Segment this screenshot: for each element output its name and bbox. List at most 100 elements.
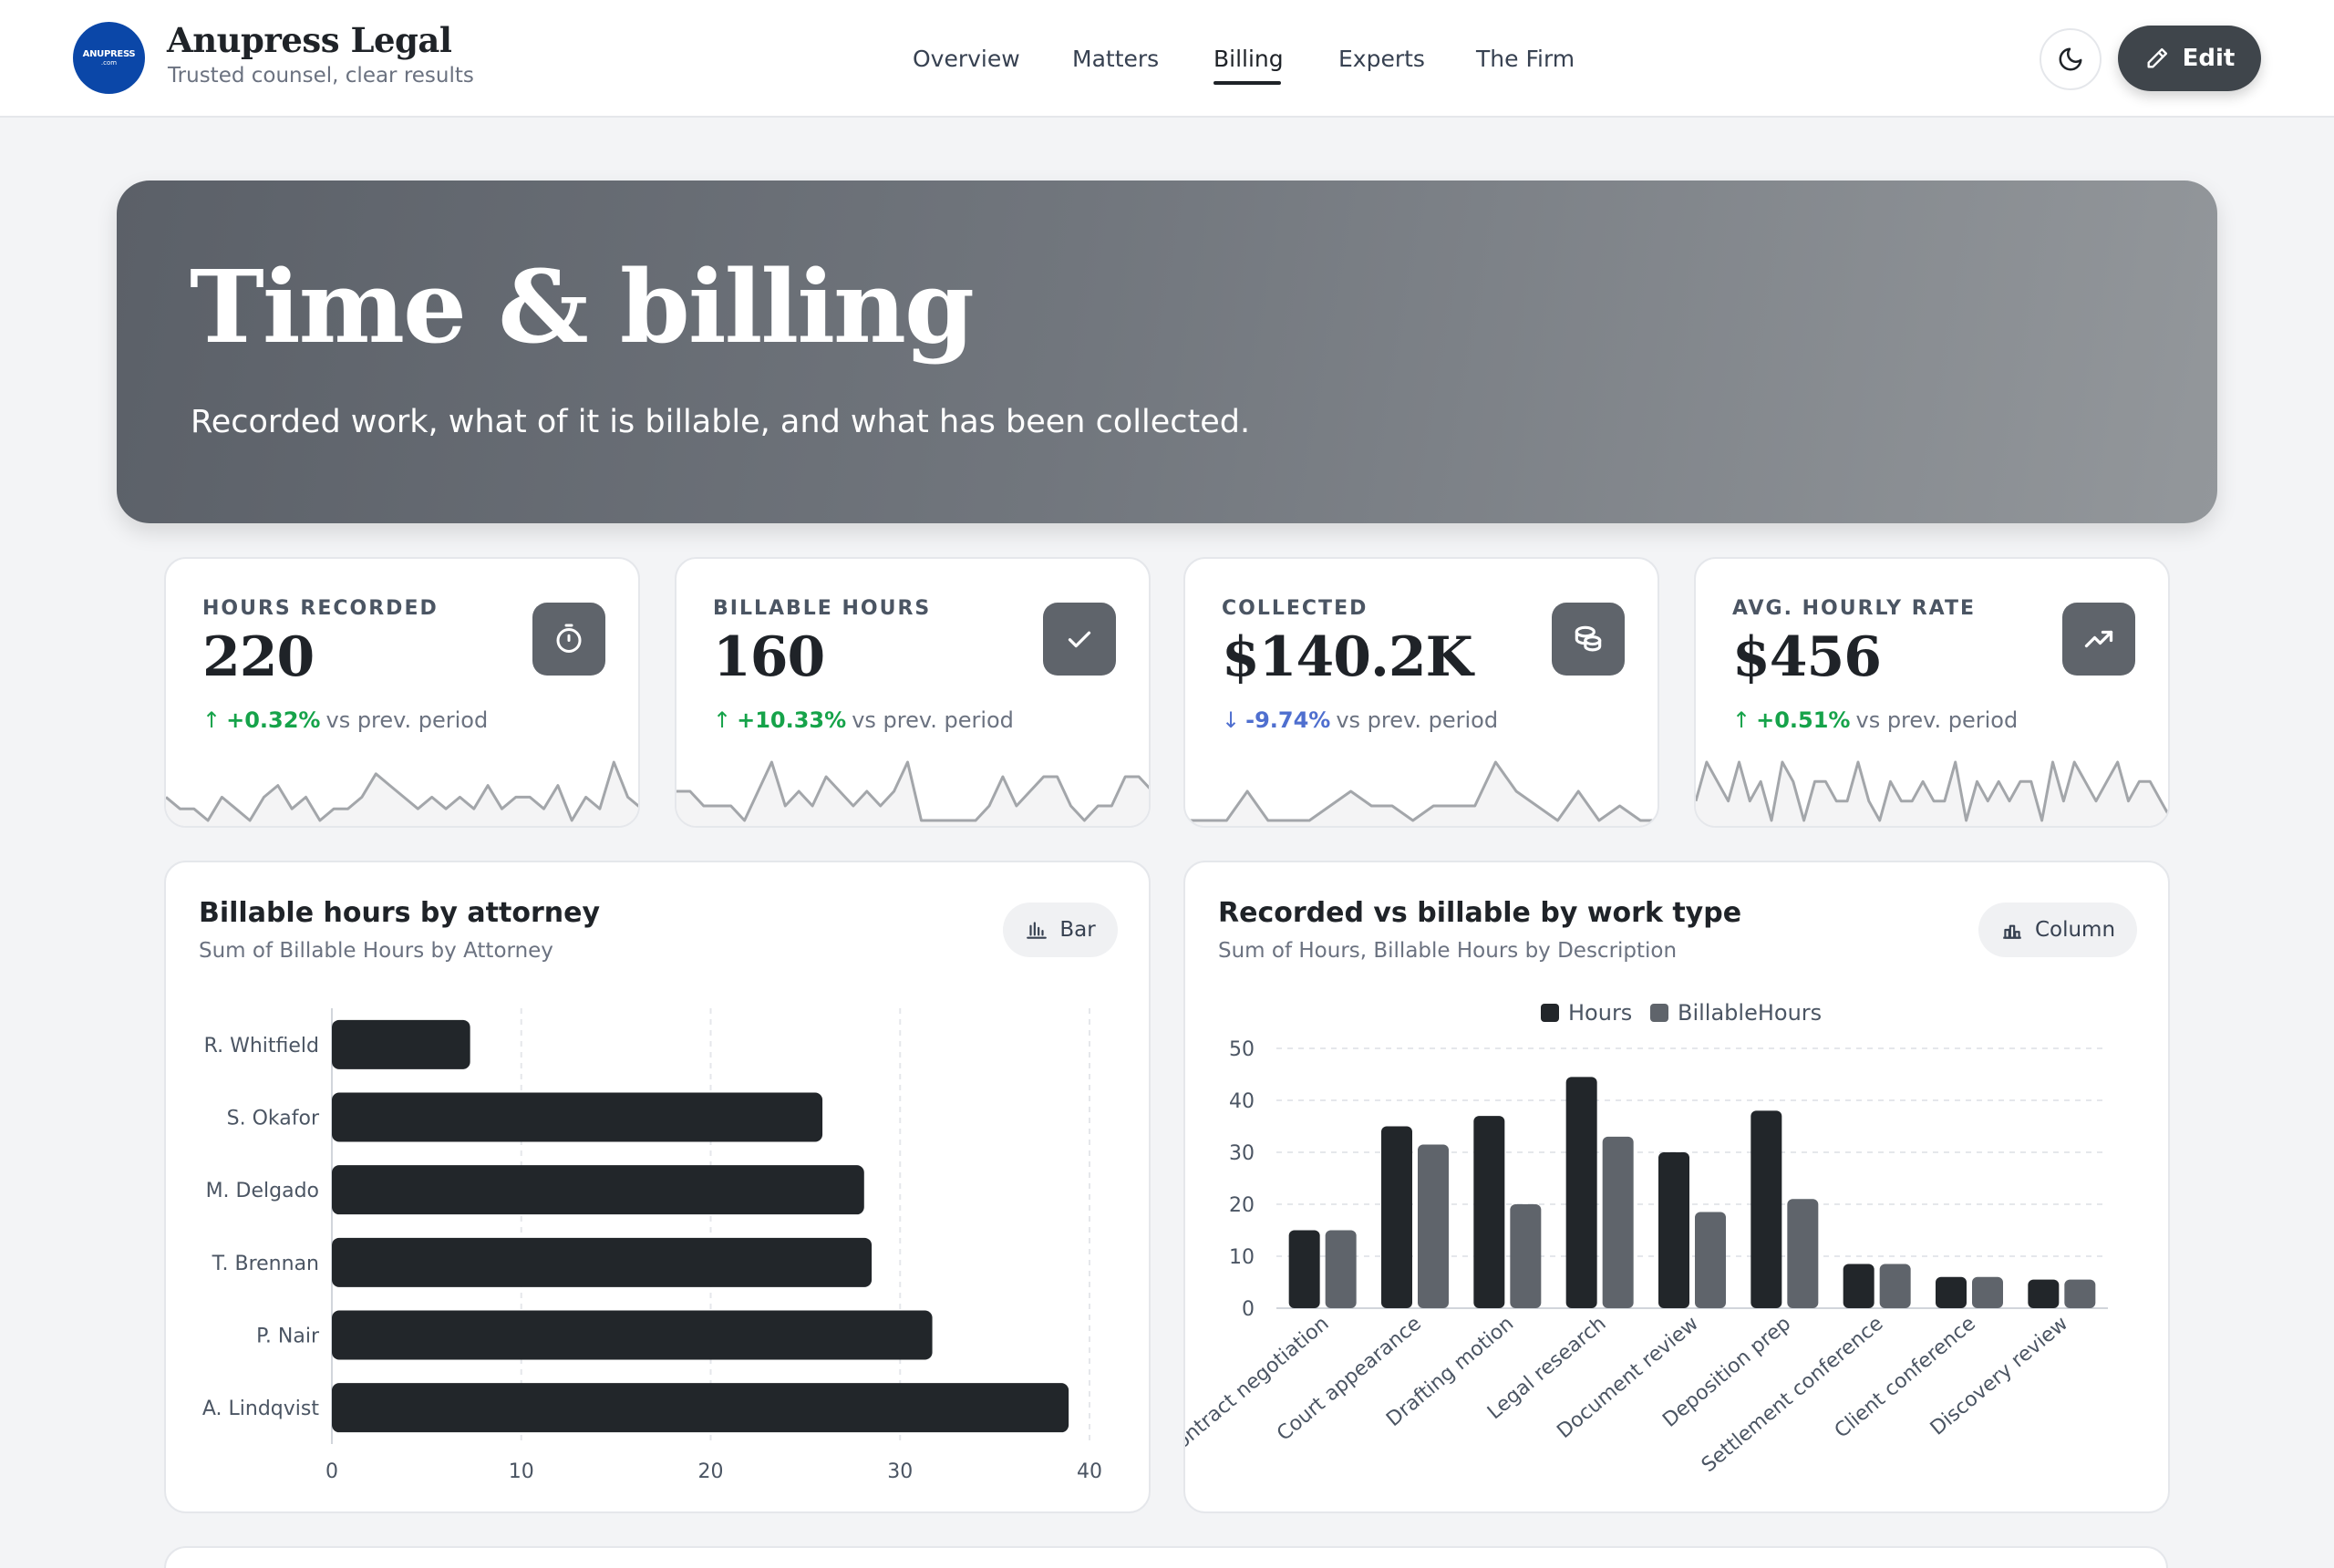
kpi-delta: ↓ -9.74% vs prev. period <box>1222 707 1498 733</box>
moon-icon <box>2059 47 2082 71</box>
theme-toggle-button[interactable] <box>2040 28 2102 90</box>
y-tick-label: P. Nair <box>256 1326 320 1348</box>
kpi-delta-value: +0.51% <box>1756 707 1851 733</box>
kpi-value: $456 <box>1732 625 1882 689</box>
kpi-label: COLLECTED <box>1222 597 1368 620</box>
sparkline-area <box>166 762 638 826</box>
column-bar <box>1750 1110 1782 1308</box>
arrow-up-icon: ↑ <box>202 707 222 733</box>
column-bar <box>1418 1144 1449 1308</box>
page-subtitle: Recorded work, what of it is billable, a… <box>191 404 1251 440</box>
column-bar <box>1972 1276 2003 1308</box>
column-bar <box>1843 1264 1874 1308</box>
legend-label: Hours <box>1568 1000 1632 1026</box>
bar-chart: 0 10 20 30 40 R. Whitfield S. Okafor M. Delgado… <box>202 1008 1102 1483</box>
column-bar <box>1565 1077 1597 1308</box>
legend-label: BillableHours <box>1678 1000 1822 1026</box>
brand-logo[interactable]: ANUPRESS .com <box>73 22 145 94</box>
kpi-delta-suffix: vs prev. period <box>325 707 489 733</box>
column-bar <box>1381 1126 1412 1308</box>
kpi-delta: ↑ +10.33% vs prev. period <box>713 707 1014 733</box>
x-tick-label: 0 <box>325 1460 338 1483</box>
logo-sub: .com <box>100 58 118 67</box>
kpi-label: HOURS RECORDED <box>202 597 439 620</box>
chart-subtitle: Sum of Hours, Billable Hours by Descript… <box>1218 939 1678 963</box>
y-tick-label: 40 <box>1229 1090 1255 1113</box>
chart-legend: Hours BillableHours <box>1541 1000 1822 1026</box>
column-chart-icon <box>2003 924 2021 939</box>
sparkline-line <box>676 760 1149 822</box>
kpi-sparkline <box>1696 760 2168 826</box>
bar <box>332 1165 864 1215</box>
y-tick-label: 50 <box>1229 1038 1255 1061</box>
column-bar <box>1936 1276 1967 1308</box>
legend-swatch <box>1541 1004 1559 1022</box>
pencil-icon <box>2147 47 2167 68</box>
top-header: ANUPRESS .com Anupress Legal Trusted cou… <box>0 0 2334 118</box>
bar <box>332 1383 1069 1433</box>
column-bar <box>2064 1279 2096 1308</box>
column-bar <box>1288 1230 1320 1308</box>
kpi-value: 220 <box>202 625 315 689</box>
next-section-card <box>164 1546 2168 1568</box>
kpi-card-collected: COLLECTED $140.2K ↓ -9.74% vs prev. peri… <box>1183 557 1659 828</box>
edit-button-label: Edit <box>2182 45 2236 72</box>
column-bar <box>1510 1204 1542 1308</box>
chart-card-recorded-vs-billable: Recorded vs billable by work type Sum of… <box>1183 861 2170 1513</box>
kpi-label: AVG. HOURLY RATE <box>1732 597 1977 620</box>
kpi-card-avg-hourly-rate: AVG. HOURLY RATE $456 ↑ +0.51% vs prev. … <box>1694 557 2170 828</box>
nav-billing[interactable]: Billing <box>1213 46 1284 72</box>
sparkline-line <box>1185 760 1658 822</box>
nav-the-firm[interactable]: The Firm <box>1476 46 1575 72</box>
x-tick-label: 10 <box>509 1460 534 1483</box>
brand-name[interactable]: Anupress Legal <box>167 20 452 60</box>
nav-overview[interactable]: Overview <box>913 46 1020 72</box>
trending-up-icon <box>2062 603 2135 676</box>
chart-card-billable-by-attorney: Billable hours by attorney Sum of Billab… <box>164 861 1151 1513</box>
chart-type-label: Column <box>2034 918 2116 942</box>
y-tick-label: 30 <box>1229 1142 1255 1165</box>
column-bar <box>1879 1264 1911 1308</box>
y-tick-label: M. Delgado <box>206 1180 319 1202</box>
x-tick-label: 40 <box>1077 1460 1102 1483</box>
nav-experts[interactable]: Experts <box>1338 46 1425 72</box>
check-icon <box>1043 603 1116 676</box>
nav-matters[interactable]: Matters <box>1072 46 1160 72</box>
kpi-value: 160 <box>713 625 825 689</box>
arrow-up-icon: ↑ <box>1732 707 1751 733</box>
coins-icon <box>1552 603 1625 676</box>
timer-icon <box>532 603 605 676</box>
column-bar <box>1658 1152 1689 1308</box>
sparkline-area <box>676 762 1149 826</box>
column-bar <box>1695 1212 1726 1308</box>
chart-type-toggle[interactable]: Column <box>1978 903 2137 957</box>
sparkline-area <box>1185 762 1658 826</box>
y-tick-label: A. Lindqvist <box>202 1398 319 1420</box>
y-tick-label: T. Brennan <box>212 1253 319 1275</box>
arrow-down-icon: ↓ <box>1222 707 1241 733</box>
chart-type-toggle[interactable]: Bar <box>1003 903 1118 957</box>
kpi-value: $140.2K <box>1222 625 1473 689</box>
legend-swatch <box>1650 1004 1668 1022</box>
bar-chart-icon <box>1027 922 1048 939</box>
kpi-delta: ↑ +0.32% vs prev. period <box>202 707 488 733</box>
bar <box>332 1019 470 1069</box>
kpi-delta-suffix: vs prev. period <box>852 707 1014 733</box>
column-bar <box>2028 1279 2060 1308</box>
kpi-delta: ↑ +0.51% vs prev. period <box>1732 707 2018 733</box>
brand-tagline: Trusted counsel, clear results <box>168 64 474 88</box>
nav-active-indicator <box>1213 81 1281 85</box>
chart-subtitle: Sum of Billable Hours by Attorney <box>199 939 553 963</box>
column-chart: 0 10 20 30 40 50 Hours BillableHours Contract ne… <box>1185 1000 2108 1477</box>
edit-button[interactable]: Edit <box>2118 26 2261 91</box>
column-bar <box>1473 1116 1505 1308</box>
y-tick-label: S. Okafor <box>227 1108 320 1130</box>
bar <box>332 1237 873 1287</box>
column-bar <box>1325 1230 1357 1308</box>
chart-title: Recorded vs billable by work type <box>1218 897 1742 929</box>
y-tick-label: 20 <box>1229 1194 1255 1217</box>
y-tick-label: 10 <box>1229 1246 1255 1269</box>
y-tick-label: R. Whitfield <box>204 1035 319 1057</box>
x-tick-label: Settlement conference <box>1698 1312 1888 1477</box>
sparkline-line <box>166 760 638 822</box>
